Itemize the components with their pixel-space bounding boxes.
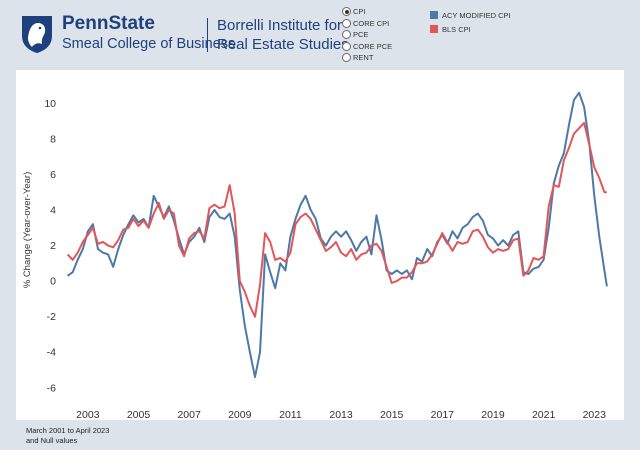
legend-label: ACY MODIFIED CPI [442,10,511,20]
x-tick-label: 2019 [481,409,505,420]
y-tick-label: -4 [47,347,56,359]
institute-line-1: Borrelli Institute for [217,17,343,34]
legend-swatch-bls [430,25,438,33]
legend-item-bls[interactable]: BLS CPI [430,22,511,36]
legend-swatch-acy [430,11,438,19]
legend-item-acy[interactable]: ACY MODIFIED CPI [430,8,511,22]
radio-cpi[interactable]: CPI [342,6,392,18]
radio-pce[interactable]: PCE [342,29,392,41]
legend-label: BLS CPI [442,24,471,34]
y-tick-label: 6 [50,169,56,181]
footnote-line-1: March 2001 to April 2023 [26,426,110,435]
radio-empty-icon [342,53,351,63]
brand-block: PennState Smeal College of Business [62,14,235,54]
y-tick-label: 10 [44,98,56,110]
institute-name: Borrelli Institute for Real Estate Studi… [217,16,349,54]
x-tick-label: 2021 [532,409,556,420]
institute-line-2: Real Estate Studies [217,36,349,53]
chart-legend: ACY MODIFIED CPI BLS CPI [430,8,511,36]
x-axis-ticks: 2003 2005 2007 2009 2011 2013 2015 2017 2019 2021… [76,409,607,421]
brand-college: Smeal College of Business [62,36,236,52]
series-lines [66,91,608,379]
y-tick-label: -2 [47,311,56,323]
x-tick-label: 2005 [127,409,151,420]
radio-empty-icon [342,30,351,40]
measure-radio-group: CPI CORE CPI PCE CORE PCE RENT [342,6,392,64]
radio-empty-icon [342,41,351,51]
radio-rent[interactable]: RENT [342,52,392,64]
y-tick-label: -6 [47,382,56,394]
y-tick-label: 4 [50,205,56,217]
radio-label: PCE [353,30,369,40]
radio-core-pce[interactable]: CORE PCE [342,41,392,53]
x-tick-label: 2011 [279,409,302,420]
x-tick-label: 2015 [380,409,404,420]
x-tick-label: 2009 [228,409,252,420]
radio-label: CORE PCE [353,41,393,51]
x-tick-label: 2013 [329,409,353,420]
x-tick-label: 2023 [583,409,607,420]
radio-core-cpi[interactable]: CORE CPI [342,18,392,30]
y-axis-label: % Change (Year-over-Year) [22,172,33,289]
chart-panel: 10 8 6 4 2 0 -2 -4 -6 2003 2005 2007 2009 2011 2013 20… [16,70,624,421]
header-divider [207,18,208,52]
series-line-bls-cpi[interactable] [66,121,607,318]
dashboard-header: PennState Smeal College of Business Borr… [0,0,640,68]
y-tick-label: 2 [50,240,56,252]
y-tick-label: 0 [50,276,56,288]
x-tick-label: 2007 [177,409,201,420]
series-line-acy-modified-cpi[interactable] [67,91,608,379]
x-tick-label: 2017 [431,409,455,420]
y-axis-ticks: 10 8 6 4 2 0 -2 -4 -6 [44,98,56,394]
footnote-line-2: and Null values [26,436,78,445]
footnote: March 2001 to April 2023 and Null values [26,426,109,446]
radio-label: CORE CPI [353,18,390,28]
radio-label: RENT [353,53,374,63]
x-tick-label: 2003 [76,409,100,420]
pennstate-shield-logo [20,14,54,54]
radio-label: CPI [353,7,366,17]
radio-selected-icon [342,7,351,17]
brand-name: PennState [62,13,155,34]
y-tick-label: 8 [50,133,56,145]
radio-empty-icon [342,18,351,28]
